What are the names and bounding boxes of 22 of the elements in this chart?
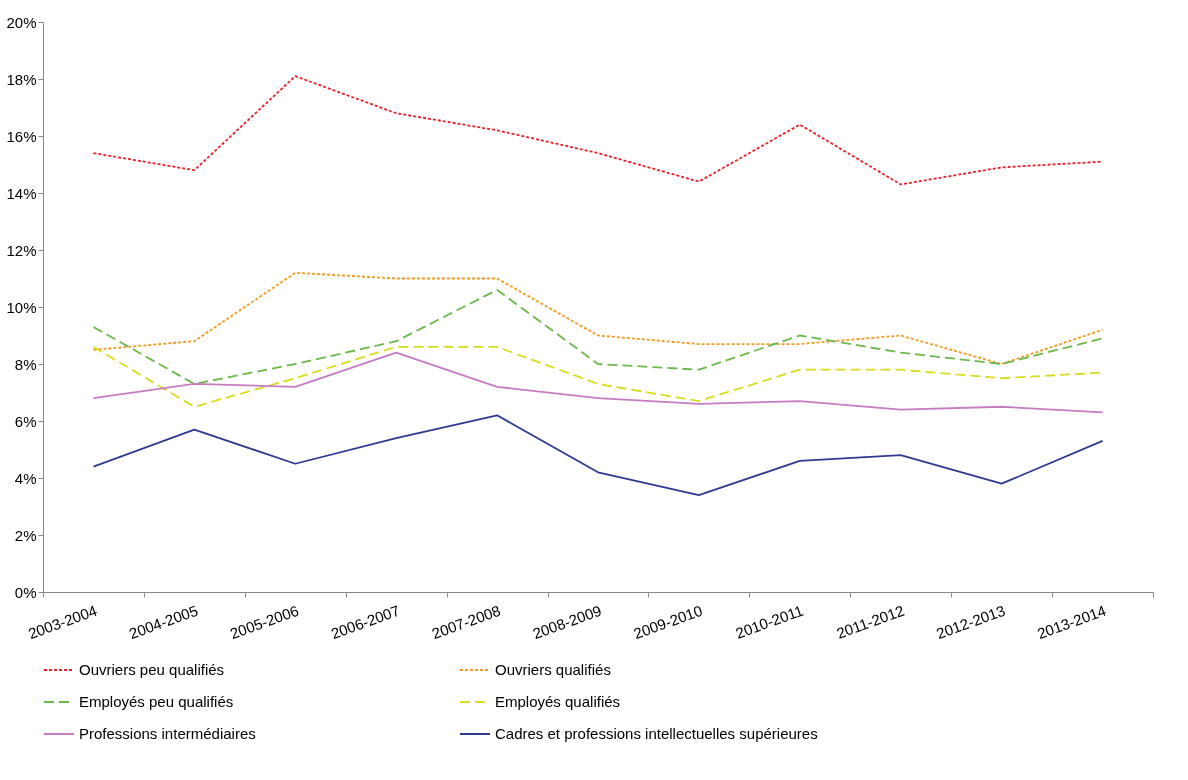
y-tick-label: 16%: [6, 127, 37, 145]
y-tick-label: 6%: [14, 412, 37, 430]
legend-label: Cadres et professions intellectuelles supérieures: [495, 725, 818, 742]
y-tick-label: 12%: [6, 241, 37, 259]
y-tick-label: 8%: [14, 355, 37, 373]
y-tick-label: 14%: [6, 184, 37, 202]
y-tick-label: 10%: [6, 298, 37, 316]
legend-label: Professions intermédiaires: [79, 725, 256, 742]
y-tick-label: 20%: [6, 13, 37, 31]
line-series: [92, 351, 1104, 414]
legend-label: Ouvriers peu qualifiés: [79, 661, 225, 678]
y-tick-label: 4%: [14, 469, 37, 487]
line-series: [92, 414, 1104, 496]
legend-label: Employés qualifiés: [495, 693, 621, 710]
legend-label: Employés peu qualifiés: [79, 693, 234, 710]
legend-label: Ouvriers qualifiés: [495, 661, 611, 678]
line-series: [92, 75, 1104, 186]
line-series: [92, 271, 1104, 365]
y-tick-label: 2%: [14, 526, 37, 544]
y-tick-label: 0%: [14, 583, 37, 601]
line-series: [92, 289, 1104, 385]
y-tick-label: 18%: [6, 70, 37, 88]
